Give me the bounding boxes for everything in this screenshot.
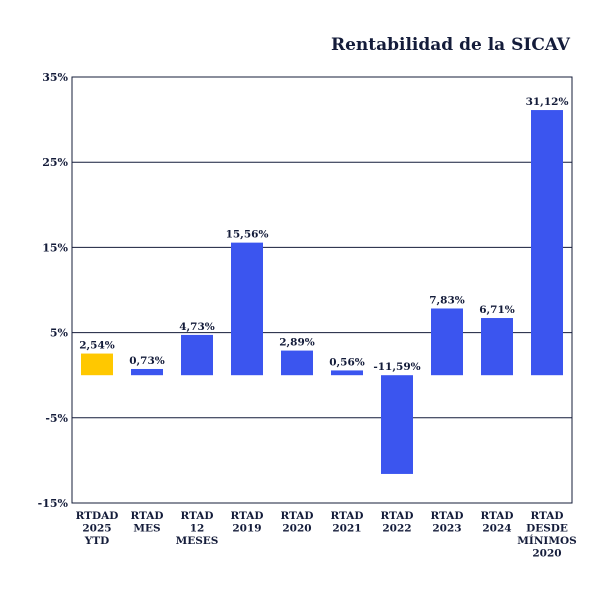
data-label: 15,56%: [226, 229, 269, 241]
data-label: 7,83%: [429, 294, 465, 306]
x-tick-label: 2020: [532, 548, 561, 560]
data-label: 31,12%: [526, 96, 569, 108]
y-tick-label: 35%: [42, 71, 68, 84]
bar: [131, 368, 163, 376]
data-label: 2,54%: [79, 340, 115, 352]
x-tick-label: RTAD: [230, 510, 263, 522]
bar: [181, 334, 213, 376]
y-tick-label: -5%: [45, 412, 68, 425]
x-tick-label: 2019: [232, 523, 261, 535]
x-tick-label: RTAD: [330, 510, 363, 522]
x-tick-label: RTAD: [530, 510, 563, 522]
y-tick-label: -15%: [38, 497, 69, 510]
x-tick-label: 12: [190, 523, 205, 535]
x-tick-label: RTAD: [180, 510, 213, 522]
chart-title: Rentabilidad de la SICAV: [331, 35, 571, 55]
data-label: 6,71%: [479, 304, 515, 316]
x-tick-label: MÍNIMOS: [517, 533, 576, 547]
bar: [531, 110, 563, 376]
x-tick-label: RTAD: [130, 510, 163, 522]
bar: [81, 353, 113, 376]
x-tick-label: 2021: [332, 523, 361, 535]
x-tick-label: RTDAD: [76, 510, 119, 522]
x-tick-label: 2023: [432, 523, 461, 535]
x-tick-label: 2025: [82, 523, 111, 535]
bar: [431, 308, 463, 376]
bar: [381, 375, 413, 474]
x-tick-label: DESDE: [526, 523, 568, 535]
y-axis: -15% -5% 5% 15% 25% 35%: [38, 71, 69, 510]
bar: [481, 318, 513, 376]
y-tick-label: 25%: [42, 156, 68, 169]
x-axis: RTDAD2025YTDRTADMESRTAD12MESESRTAD2019RT…: [76, 510, 577, 560]
x-tick-label: RTAD: [480, 510, 513, 522]
data-labels: 2,54% 0,73% 4,73% 15,56% 2,89% 0,56% -11,59% 7,…: [79, 96, 568, 373]
x-tick-label: RTAD: [280, 510, 313, 522]
y-tick-label: 5%: [50, 327, 69, 340]
x-tick-label: MESES: [176, 535, 219, 547]
data-label: 2,89%: [279, 337, 315, 349]
x-tick-label: 2024: [482, 523, 511, 535]
bar: [331, 370, 363, 376]
data-label: 0,73%: [129, 355, 165, 367]
x-tick-label: YTD: [84, 535, 109, 547]
bar: [281, 350, 313, 376]
x-tick-label: RTAD: [380, 510, 413, 522]
bars: [81, 110, 563, 474]
x-tick-label: MES: [133, 523, 160, 535]
plot-frame: [71, 76, 573, 504]
data-label: -11,59%: [373, 361, 420, 373]
x-tick-label: 2020: [282, 523, 311, 535]
data-label: 0,56%: [329, 356, 365, 368]
data-label: 4,73%: [179, 321, 215, 333]
x-tick-label: RTAD: [430, 510, 463, 522]
x-tick-label: 2022: [382, 523, 411, 535]
grid: [72, 76, 572, 504]
bar: [231, 242, 263, 376]
y-tick-label: 15%: [42, 241, 68, 254]
